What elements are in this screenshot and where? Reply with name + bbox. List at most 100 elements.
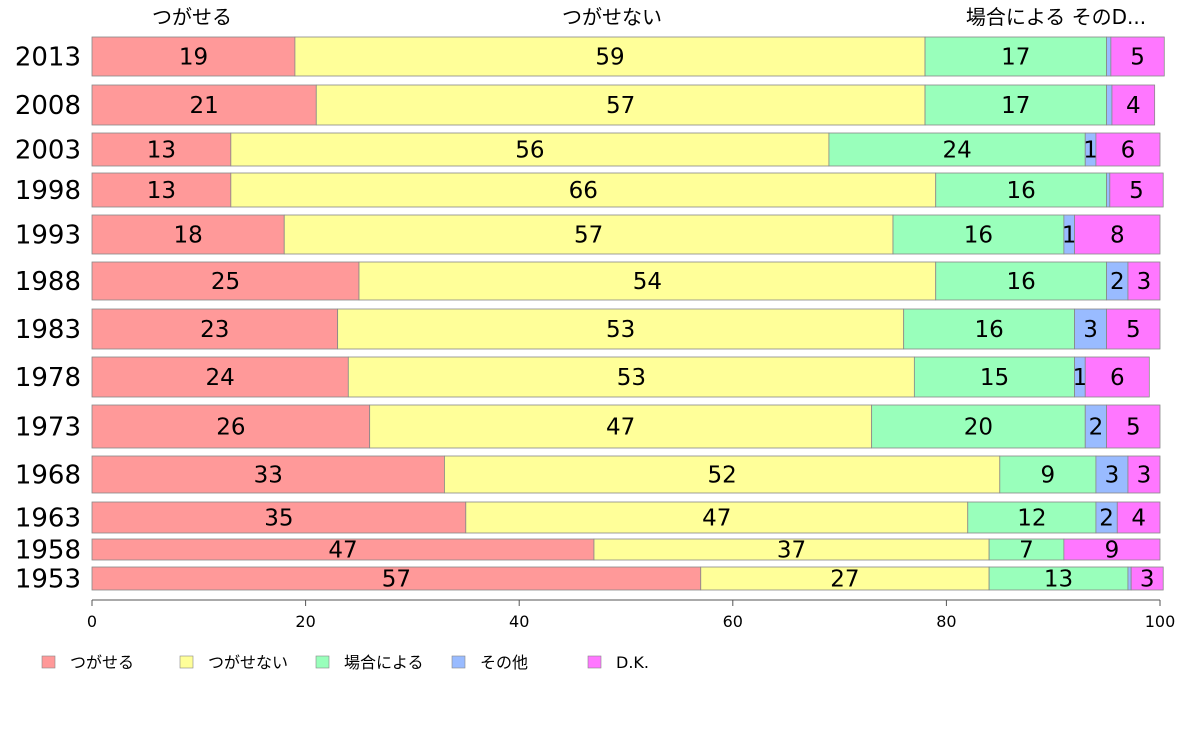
bar-value-label: 6 [1121,138,1136,164]
year-axis-label: 1978 [15,363,81,393]
bar-segment-5 [1116,501,1161,534]
bar-value-label: 47 [702,506,731,532]
bar-segment-2 [358,261,937,301]
bar-segment-4 [1074,308,1108,350]
bar-value-label: 3 [1140,567,1155,593]
bar-value-label: 35 [264,506,293,532]
bar-value-label: 9 [1041,463,1056,489]
bar-segment-1 [91,261,360,301]
bar-value-label: 13 [147,178,176,204]
bar-value-label: 23 [200,317,229,343]
bar-value-label: 47 [328,538,357,564]
bar-segment-1 [91,404,371,449]
year-axis-label: 1958 [15,536,81,566]
bar-value-label: 66 [569,178,598,204]
bar-value-label: 24 [206,365,235,391]
bar-value-label: 8 [1110,223,1125,249]
bar-segment-3 [892,214,1065,255]
bar-segment-3 [967,501,1097,534]
x-tick-label: 0 [87,612,97,631]
bar-segment-3 [871,404,1086,449]
bar-value-label: 26 [216,415,245,441]
legend-label: D.K. [616,653,649,672]
legend-swatch-1 [41,655,56,669]
bar-segment-2 [465,501,969,534]
bar-value-label: 5 [1129,178,1144,204]
bar-value-label: 37 [777,538,806,564]
bar-value-label: 2 [1110,269,1125,295]
bar-value-label: 1 [1073,365,1088,391]
bar-value-label: 15 [980,365,1009,391]
bar-segment-2 [337,308,905,350]
bar-segment-2 [315,84,926,126]
bar-value-label: 13 [1044,567,1073,593]
bar-segment-5 [1130,566,1164,591]
bar-segment-3 [935,261,1107,301]
bar-value-label: 25 [211,269,240,295]
bar-segment-5 [1084,356,1150,398]
bar-segment-2 [294,36,926,77]
bar-value-label: 21 [189,93,218,119]
bar-value-label: 3 [1105,463,1120,489]
bar-value-label: 4 [1126,93,1141,119]
column-header-label: つがせる [152,5,232,29]
year-axis-label: 1973 [15,413,81,443]
bar-value-label: 53 [606,317,635,343]
legend-label: その他 [480,653,528,672]
bar-segment-1 [91,132,232,167]
bar-value-label: 7 [1019,538,1034,564]
year-axis-label: 1998 [15,176,81,206]
bar-segment-1 [91,356,349,398]
bar-value-label: 52 [707,463,736,489]
x-tick-label: 20 [295,612,315,631]
bar-segment-5 [1110,36,1165,77]
column-header-label: 場合による そのD... [966,5,1146,29]
bar-segment-5 [1109,172,1164,208]
bar-value-label: 1 [1062,223,1077,249]
year-axis-label: 1963 [15,504,81,534]
bar-value-label: 19 [179,45,208,71]
bar-value-label: 2 [1099,506,1114,532]
bar-segment-5 [1106,404,1161,449]
year-axis-label: 2003 [15,136,81,166]
bar-segment-2 [230,172,937,208]
year-axis-label: 2013 [15,43,81,73]
bar-segment-5 [1074,214,1161,255]
bar-value-label: 24 [942,138,971,164]
bar-value-label: 6 [1110,365,1125,391]
legend-label: つがせる [70,653,134,672]
bar-segment-2 [369,404,873,449]
bar-value-label: 57 [574,223,603,249]
bar-segment-4 [1106,36,1112,77]
year-axis-label: 1953 [15,565,81,595]
legend-label: つがせない [208,653,288,672]
bar-value-label: 3 [1137,269,1152,295]
year-axis-label: 2008 [15,91,81,121]
bar-segment-3 [935,172,1107,208]
bar-segment-5 [1111,84,1156,126]
year-axis-label: 1968 [15,461,81,491]
bar-value-label: 56 [515,138,544,164]
x-tick-label: 40 [509,612,529,631]
x-tick-label: 60 [723,612,743,631]
x-tick-label: 100 [1145,612,1176,631]
bar-segment-2 [444,455,1001,494]
bar-value-label: 3 [1137,463,1152,489]
bar-value-label: 3 [1083,317,1098,343]
bar-value-label: 47 [606,415,635,441]
bar-value-label: 16 [964,223,993,249]
bar-value-label: 2 [1089,415,1104,441]
bar-segment-4 [1127,566,1132,591]
bar-value-label: 13 [147,138,176,164]
x-tick-label: 80 [936,612,956,631]
bar-value-label: 57 [382,567,411,593]
bar-value-label: 59 [595,45,624,71]
bar-value-label: 16 [1007,178,1036,204]
legend-label: 場合による [344,653,424,672]
bar-value-label: 18 [173,223,202,249]
bar-value-label: 17 [1001,45,1030,71]
bar-value-label: 53 [617,365,646,391]
bar-segment-3 [999,455,1097,494]
